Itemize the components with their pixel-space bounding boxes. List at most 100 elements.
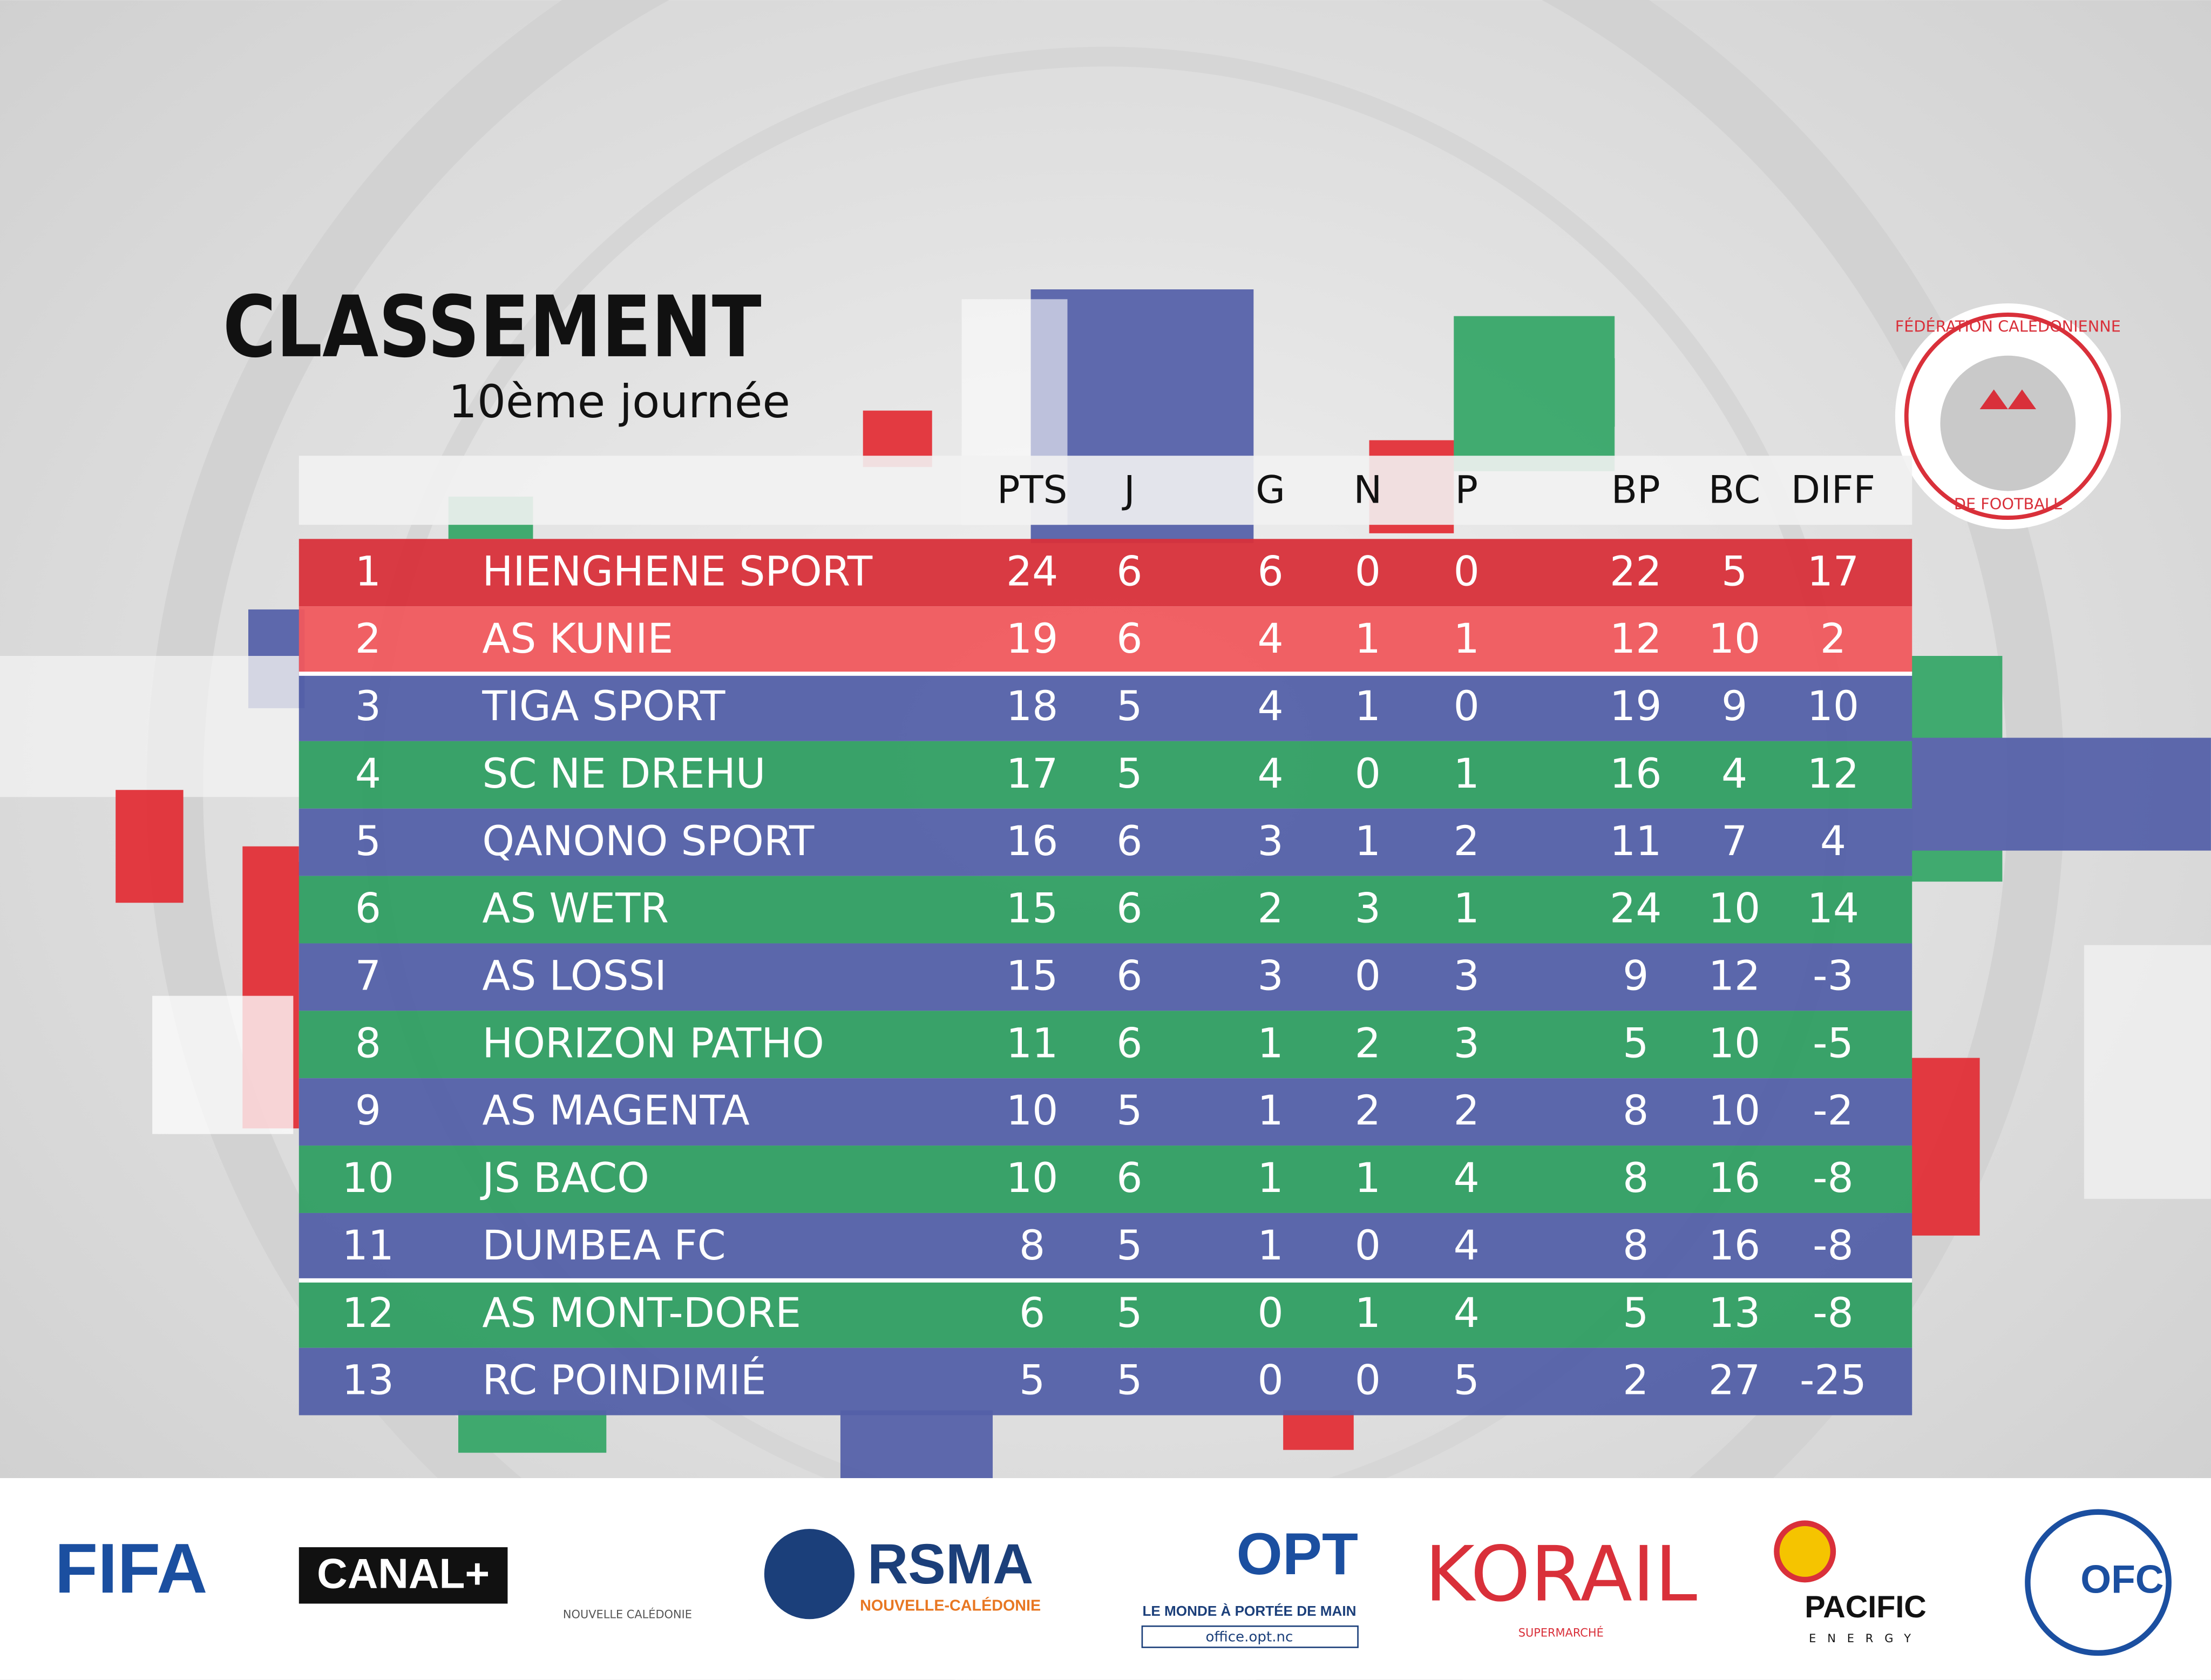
stat-cell: 5 [1116,750,1142,797]
row-background [299,1347,1912,1415]
stat-cell: 0 [1355,1222,1381,1269]
subtitle: 10ème journée [449,375,790,428]
row-background [299,808,1912,876]
team-name: SC NE DREHU [482,750,765,797]
rank: 8 [355,1019,381,1067]
team-name: RC POINDIMIÉ [482,1356,766,1404]
table-header: PTS J G N P BP BC DIFF [997,468,1875,512]
stat-cell: 1 [1355,1289,1381,1337]
row-background [299,539,1912,607]
stat-cell: 4 [1258,615,1284,662]
stat-cell: 4 [1721,750,1747,797]
stat-cell: 0 [1355,1357,1381,1404]
stat-cell: 2 [1820,615,1846,662]
stat-cell: 11 [1006,1019,1058,1067]
sponsor: SUPERMARCHÉ [1518,1625,1604,1639]
title: CLASSEMENT [223,278,762,376]
stat-cell: 18 [1006,682,1058,730]
team-name: QANONO SPORT [482,817,815,865]
rank: 1 [355,547,381,595]
stat-cell: 0 [1355,750,1381,797]
stat-cell: 8 [1623,1087,1649,1134]
row-background [299,741,1912,809]
stat-cell: 1 [1258,1222,1284,1269]
team-name: AS MONT-DORE [482,1289,801,1337]
sponsor: NOUVELLE CALÉDONIE [563,1607,692,1621]
stat-cell: -8 [1813,1222,1854,1269]
stat-cell: 5 [1116,1222,1142,1269]
stat-cell: 6 [1258,547,1284,595]
sponsor-box [299,1547,508,1604]
column-header: P [1455,468,1478,512]
team-name: AS MAGENTA [482,1087,749,1134]
row-background [299,1280,1912,1348]
column-header: N [1354,468,1382,512]
stat-cell: 2 [1355,1087,1381,1134]
stat-cell: 9 [1721,682,1747,730]
stat-cell: 2 [1258,885,1284,932]
sponsor: ENERGY [1809,1632,1922,1645]
stat-cell: 6 [1116,952,1142,1000]
stat-cell: 6 [1116,1019,1142,1067]
column-header: DIFF [1791,468,1875,512]
stat-cell: 2 [1454,817,1480,865]
stat-cell: 4 [1454,1222,1480,1269]
stat-cell: 12 [1610,615,1661,662]
stat-cell: 7 [1721,817,1747,865]
row-background [299,1212,1912,1281]
stat-cell: 10 [1708,885,1760,932]
stat-cell: 5 [1623,1019,1649,1067]
stat-cell: 5 [1623,1289,1649,1337]
stat-cell: 6 [1116,547,1142,595]
rank: 13 [342,1357,394,1404]
stat-cell: 8 [1623,1222,1649,1269]
stat-cell: -25 [1800,1357,1867,1404]
stat-cell: 9 [1623,952,1649,1000]
stat-cell: 1 [1355,615,1381,662]
stat-cell: 17 [1006,750,1058,797]
stat-cell: 16 [1006,817,1058,865]
stat-cell: 6 [1116,1154,1142,1202]
sponsor: PACIFIC [1805,1590,1927,1624]
row-background [299,674,1912,741]
stat-cell: 22 [1610,547,1661,595]
sponsor-box [1141,1625,1359,1648]
rank: 4 [355,750,381,797]
logo-text-top: FÉDÉRATION CALÉDONIENNE [1895,317,2121,335]
sponsor: NOUVELLE-CALÉDONIE [860,1596,1041,1614]
stat-cell: 3 [1258,817,1284,865]
stat-cell: 0 [1258,1357,1284,1404]
team-name: TIGA SPORT [481,682,725,730]
stat-cell: 13 [1708,1289,1760,1337]
stat-cell: 8 [1019,1222,1045,1269]
sponsor: LE MONDE À PORTÉE DE MAIN [1142,1603,1356,1619]
stat-cell: 17 [1807,547,1859,595]
stat-cell: -5 [1813,1019,1854,1067]
stat-cell: 1 [1258,1087,1284,1134]
stat-cell: -8 [1813,1289,1854,1337]
sponsor: OFC [2080,1558,2163,1602]
sponsor: CANAL+ [317,1550,490,1597]
sponsor: office.opt.nc [1205,1629,1293,1645]
stat-cell: 1 [1258,1019,1284,1067]
stat-cell: 0 [1355,547,1381,595]
sponsor: FIFA [55,1529,207,1608]
stat-cell: 2 [1623,1357,1649,1404]
sponsor-badge [2025,1509,2172,1656]
stat-cell: 12 [1807,750,1859,797]
stat-cell: 1 [1454,615,1480,662]
stat-cell: 5 [1116,1289,1142,1337]
stat-cell: 16 [1610,750,1661,797]
row-background [299,943,1912,1011]
stat-cell: 16 [1708,1154,1760,1202]
stat-cell: 0 [1355,952,1381,1000]
row-background [299,1011,1912,1079]
rank: 5 [355,817,381,865]
column-header: G [1256,468,1285,512]
stat-cell: 4 [1454,1289,1480,1337]
stat-cell: 10 [1006,1154,1058,1202]
logo-text-bottom: DE FOOTBALL [1954,495,2062,513]
stat-cell: 24 [1610,885,1661,932]
stat-cell: 10 [1006,1087,1058,1134]
